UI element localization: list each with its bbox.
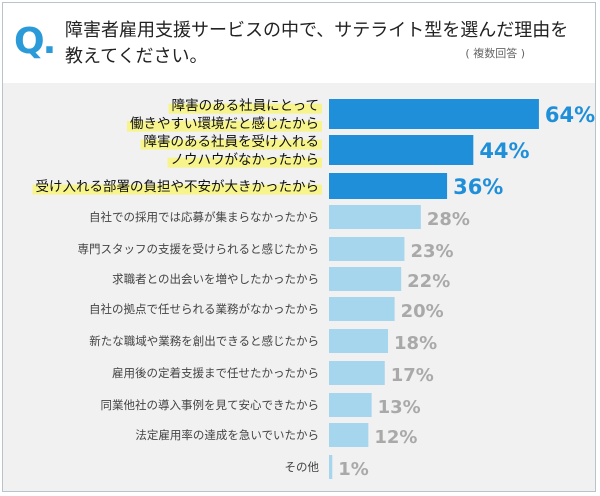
bar-3	[329, 173, 448, 199]
bar-6	[329, 267, 402, 291]
category-label-7: 自社の拠点で任せられる業務がなかったから	[89, 302, 319, 316]
bar-12	[329, 455, 333, 479]
value-label-7: 20%	[401, 301, 444, 322]
category-label-4: 自社での採用では応募が集まらなかったから	[89, 210, 319, 224]
question-mark: Q.	[14, 21, 56, 62]
bar-5	[329, 237, 405, 261]
question-title-line1: 障害者雇用支援サービスの中で、サテライト型を選んだ理由を	[65, 20, 569, 41]
value-label-10: 13%	[378, 397, 421, 418]
bar-8	[329, 329, 389, 353]
category-label-9: 雇用後の定着支援まで任せたかったから	[112, 366, 319, 380]
multiple-answer-note: ( 複数回答 )	[465, 47, 525, 60]
chart-area: 64% 障害のある社員にとって 働きやすい環境だと感じたから 44% 障害のある社員を受…	[3, 83, 595, 491]
category-label-6: 求職者との出会いを増やしたかったから	[112, 272, 319, 286]
value-label-12: 1%	[338, 459, 369, 480]
label-highlight-2-2	[167, 157, 322, 168]
value-label-5: 23%	[410, 241, 453, 262]
category-label-8: 新たな職域や業務を創出できると感じたから	[89, 334, 319, 348]
bar-9	[329, 361, 385, 385]
bar-4	[329, 205, 421, 229]
bar-7	[329, 297, 395, 321]
bar-10	[329, 393, 372, 417]
category-label-1-line2: 働きやすい環境だと感じたから	[130, 115, 319, 132]
category-label-3: 受け入れる部署の負担や不安が大きかったから	[36, 179, 320, 195]
label-highlight-1-2	[127, 120, 322, 132]
question-title-line2: 教えてください。	[65, 46, 208, 67]
value-label-9: 17%	[391, 365, 434, 386]
label-highlight-1-1	[168, 103, 322, 114]
bar-2	[329, 135, 474, 165]
value-label-6: 22%	[407, 271, 450, 292]
category-label-12: その他	[285, 460, 320, 474]
category-label-1-line1: 障害のある社員にとって	[172, 98, 319, 114]
bar-1	[329, 99, 539, 129]
category-label-2-line1: 障害のある社員を受け入れる	[144, 134, 320, 150]
value-label-1: 64%	[545, 103, 595, 127]
value-label-4: 28%	[427, 209, 470, 230]
chart-frame: Q. 障害者雇用支援サービスの中で、サテライト型を選んだ理由を 教えてください。…	[2, 2, 596, 492]
value-label-3: 36%	[453, 175, 503, 199]
label-highlight-2-1	[140, 139, 322, 150]
label-highlight-3-1	[32, 184, 322, 195]
bar-11	[329, 423, 369, 447]
value-label-11: 12%	[374, 427, 417, 448]
question-header: Q. 障害者雇用支援サービスの中で、サテライト型を選んだ理由を 教えてください。…	[3, 3, 595, 79]
value-label-2: 44%	[479, 139, 529, 163]
category-label-5: 専門スタッフの支援を受けられると感じたから	[78, 242, 320, 256]
category-label-2-line2: ノウハウがなかったから	[171, 152, 320, 168]
category-label-10: 同業他社の導入事例を見て安心できたから	[101, 398, 320, 412]
value-label-8: 18%	[394, 333, 437, 354]
category-label-11: 法定雇用率の達成を急いでいたから	[135, 428, 319, 442]
